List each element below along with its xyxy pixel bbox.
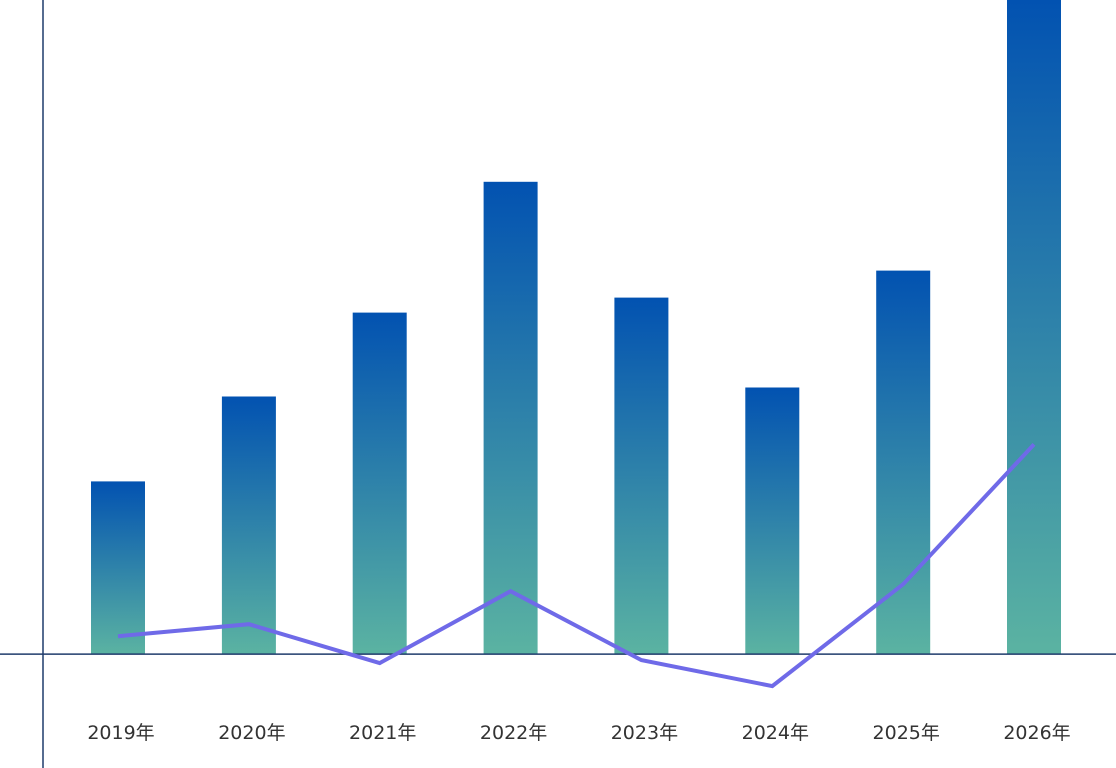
bar-2022年 (483, 181, 538, 655)
x-tick-label: 2026年 (1003, 722, 1070, 744)
bar-2021年 (352, 312, 407, 655)
line-series (117, 443, 1036, 689)
bar-series (91, 0, 1061, 655)
x-tick-label: 2024年 (742, 722, 809, 744)
bar-2020年 (221, 396, 276, 655)
x-tick-label: 2025年 (873, 722, 940, 744)
bar-2023年 (614, 297, 669, 655)
x-tick-label: 2019年 (87, 722, 154, 744)
x-tick-labels: 2019年 2020年 2021年 2022年 2023年 2024年 2025年 2026年 (87, 722, 1070, 744)
bar-2026年 (1007, 0, 1061, 655)
x-tick-label: 2023年 (611, 722, 678, 744)
x-tick-label: 2020年 (218, 722, 285, 744)
line-series-path (117, 443, 1036, 689)
bar-2024年 (745, 387, 800, 655)
x-tick-label: 2021年 (349, 722, 416, 744)
x-tick-label: 2022年 (480, 722, 547, 744)
bar-2025年 (876, 270, 931, 655)
bar-2019年 (91, 481, 145, 655)
